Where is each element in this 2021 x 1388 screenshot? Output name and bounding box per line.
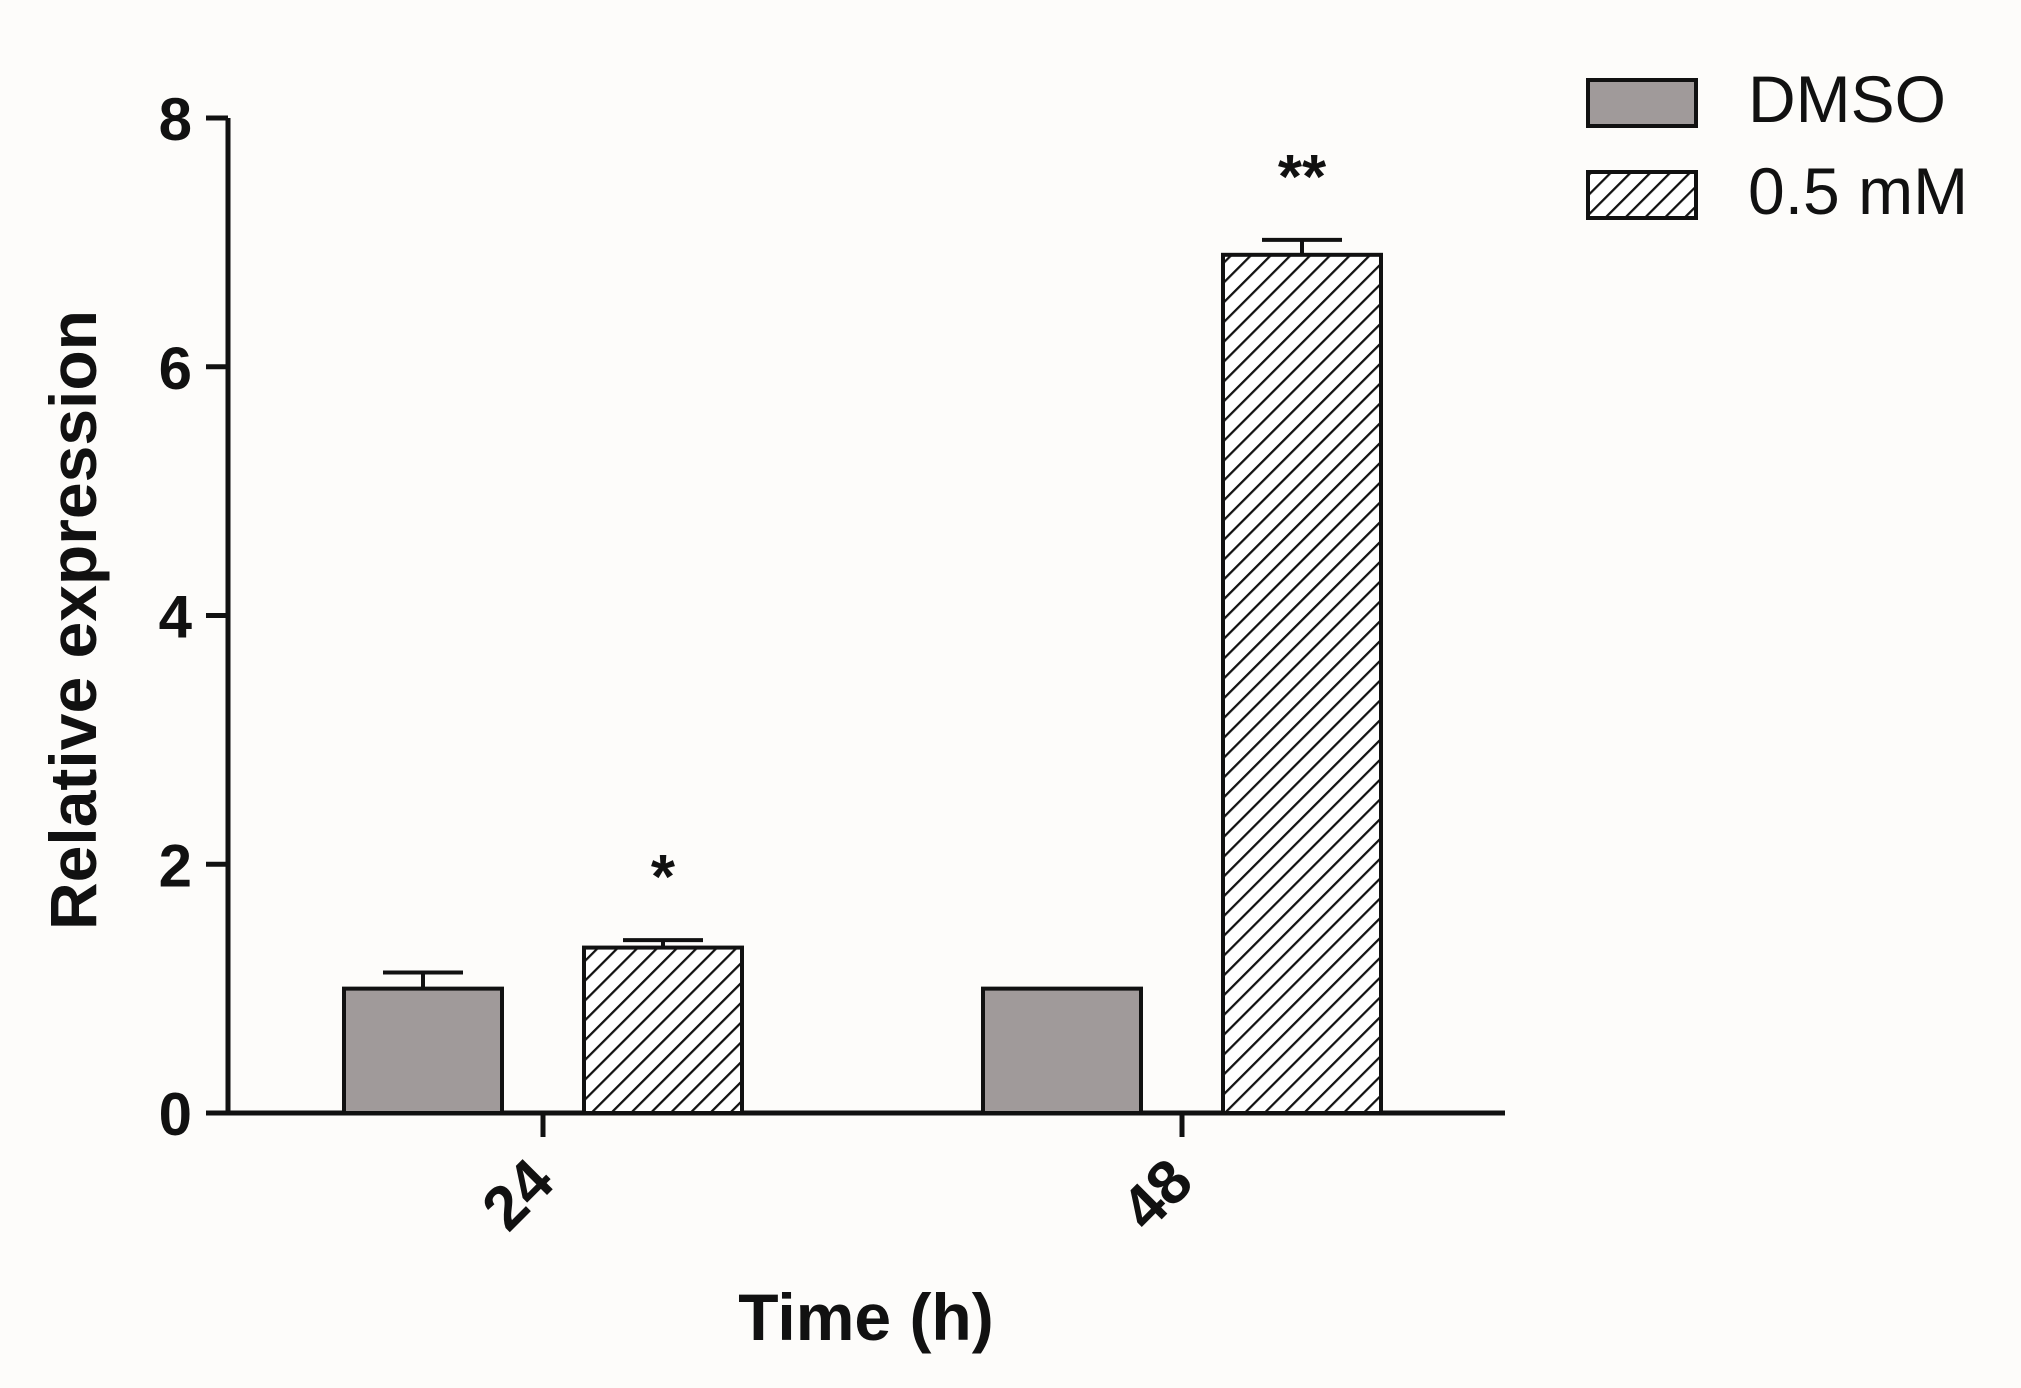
y-tick-label: 8 [159, 86, 192, 153]
legend-swatch [1586, 78, 1698, 128]
legend-label: 0.5 mM [1748, 154, 1968, 228]
significance-marker: ** [1278, 143, 1327, 212]
bar [342, 986, 504, 1115]
bars [342, 252, 1383, 1115]
y-axis: 0 2 4 6 8 [159, 86, 231, 1148]
significance-marker: * [651, 843, 676, 912]
y-tick-label: 4 [159, 584, 193, 651]
x-tick-label: 24 [469, 1146, 567, 1244]
y-tick-label: 2 [159, 832, 192, 899]
x-axis: 24 48 [228, 1110, 1505, 1244]
error-bars [383, 237, 1342, 989]
bar [1221, 252, 1383, 1115]
legend-label: DMSO [1748, 62, 1946, 136]
x-axis-label: Time (h) [738, 1280, 993, 1354]
y-axis-label: Relative expression [36, 310, 110, 930]
legend-swatch [1586, 170, 1698, 220]
significance-annotations: *** [651, 143, 1327, 912]
y-tick-label: 0 [159, 1081, 192, 1148]
legend: DMSO 0.5 mM [1586, 62, 1968, 228]
x-tick-label: 48 [1108, 1146, 1206, 1244]
bar [981, 986, 1143, 1115]
y-tick-label: 6 [159, 335, 192, 402]
bar [582, 945, 744, 1115]
